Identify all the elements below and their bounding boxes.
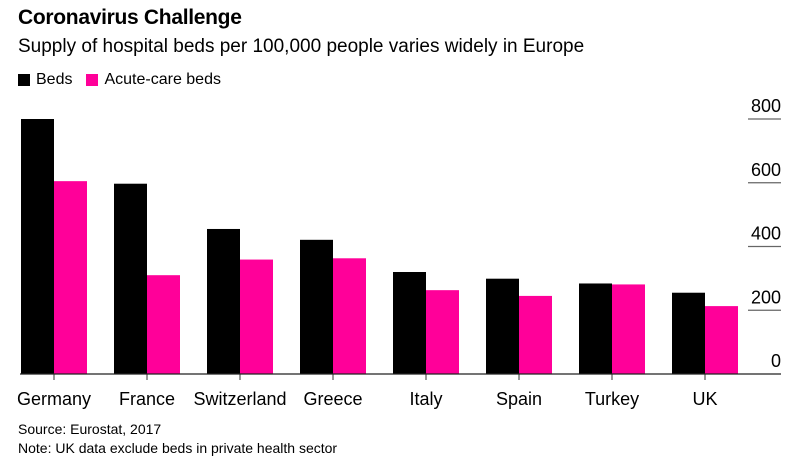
- bar-france-beds: [114, 183, 147, 374]
- x-tick-label-germany: Germany: [17, 389, 91, 409]
- legend-item-acute-care-beds: Acute-care beds: [86, 71, 221, 89]
- bar-switzerland-acute-care-beds: [240, 259, 273, 374]
- footnote: Note: UK data exclude beds in private he…: [18, 440, 338, 456]
- y-tick-label-800: 800: [751, 96, 781, 116]
- legend-label-acute-care-beds: Acute-care beds: [104, 71, 221, 88]
- bar-germany-acute-care-beds: [54, 181, 87, 374]
- legend-label-beds: Beds: [36, 71, 73, 88]
- y-tick-label-0: 0: [771, 351, 781, 371]
- y-tick-label-400: 400: [751, 224, 781, 244]
- bar-greece-acute-care-beds: [333, 258, 366, 374]
- legend-item-beds: Beds: [18, 71, 72, 89]
- x-tick-label-turkey: Turkey: [585, 389, 639, 409]
- bar-germany-beds: [21, 119, 54, 374]
- bar-greece-beds: [300, 239, 333, 374]
- bar-uk-beds: [672, 292, 705, 374]
- legend-swatch-acute-care-beds: [86, 74, 99, 86]
- bar-spain-acute-care-beds: [519, 295, 552, 374]
- bar-switzerland-beds: [207, 228, 240, 374]
- x-tick-label-france: France: [119, 389, 175, 409]
- x-tick-label-greece: Greece: [303, 389, 362, 409]
- chart-title: Coronavirus Challenge: [18, 6, 242, 29]
- x-tick-label-uk: UK: [692, 389, 717, 409]
- bar-spain-beds: [486, 278, 519, 374]
- legend-swatch-beds: [18, 74, 30, 86]
- bar-turkey-acute-care-beds: [612, 284, 645, 374]
- source-note: Source: Eurostat, 2017: [18, 421, 162, 437]
- y-tick-label-600: 600: [751, 160, 781, 180]
- x-tick-label-italy: Italy: [409, 389, 442, 409]
- x-tick-label-spain: Spain: [496, 389, 542, 409]
- chart-subtitle: Supply of hospital beds per 100,000 peop…: [18, 36, 585, 57]
- bar-uk-acute-care-beds: [705, 306, 738, 374]
- bar-italy-acute-care-beds: [426, 290, 459, 374]
- bar-italy-beds: [393, 272, 426, 374]
- y-tick-label-200: 200: [751, 287, 781, 307]
- legend: Beds Acute-care beds: [18, 71, 235, 89]
- bar-turkey-beds: [579, 283, 612, 374]
- bar-france-acute-care-beds: [147, 275, 180, 374]
- x-tick-label-switzerland: Switzerland: [193, 389, 286, 409]
